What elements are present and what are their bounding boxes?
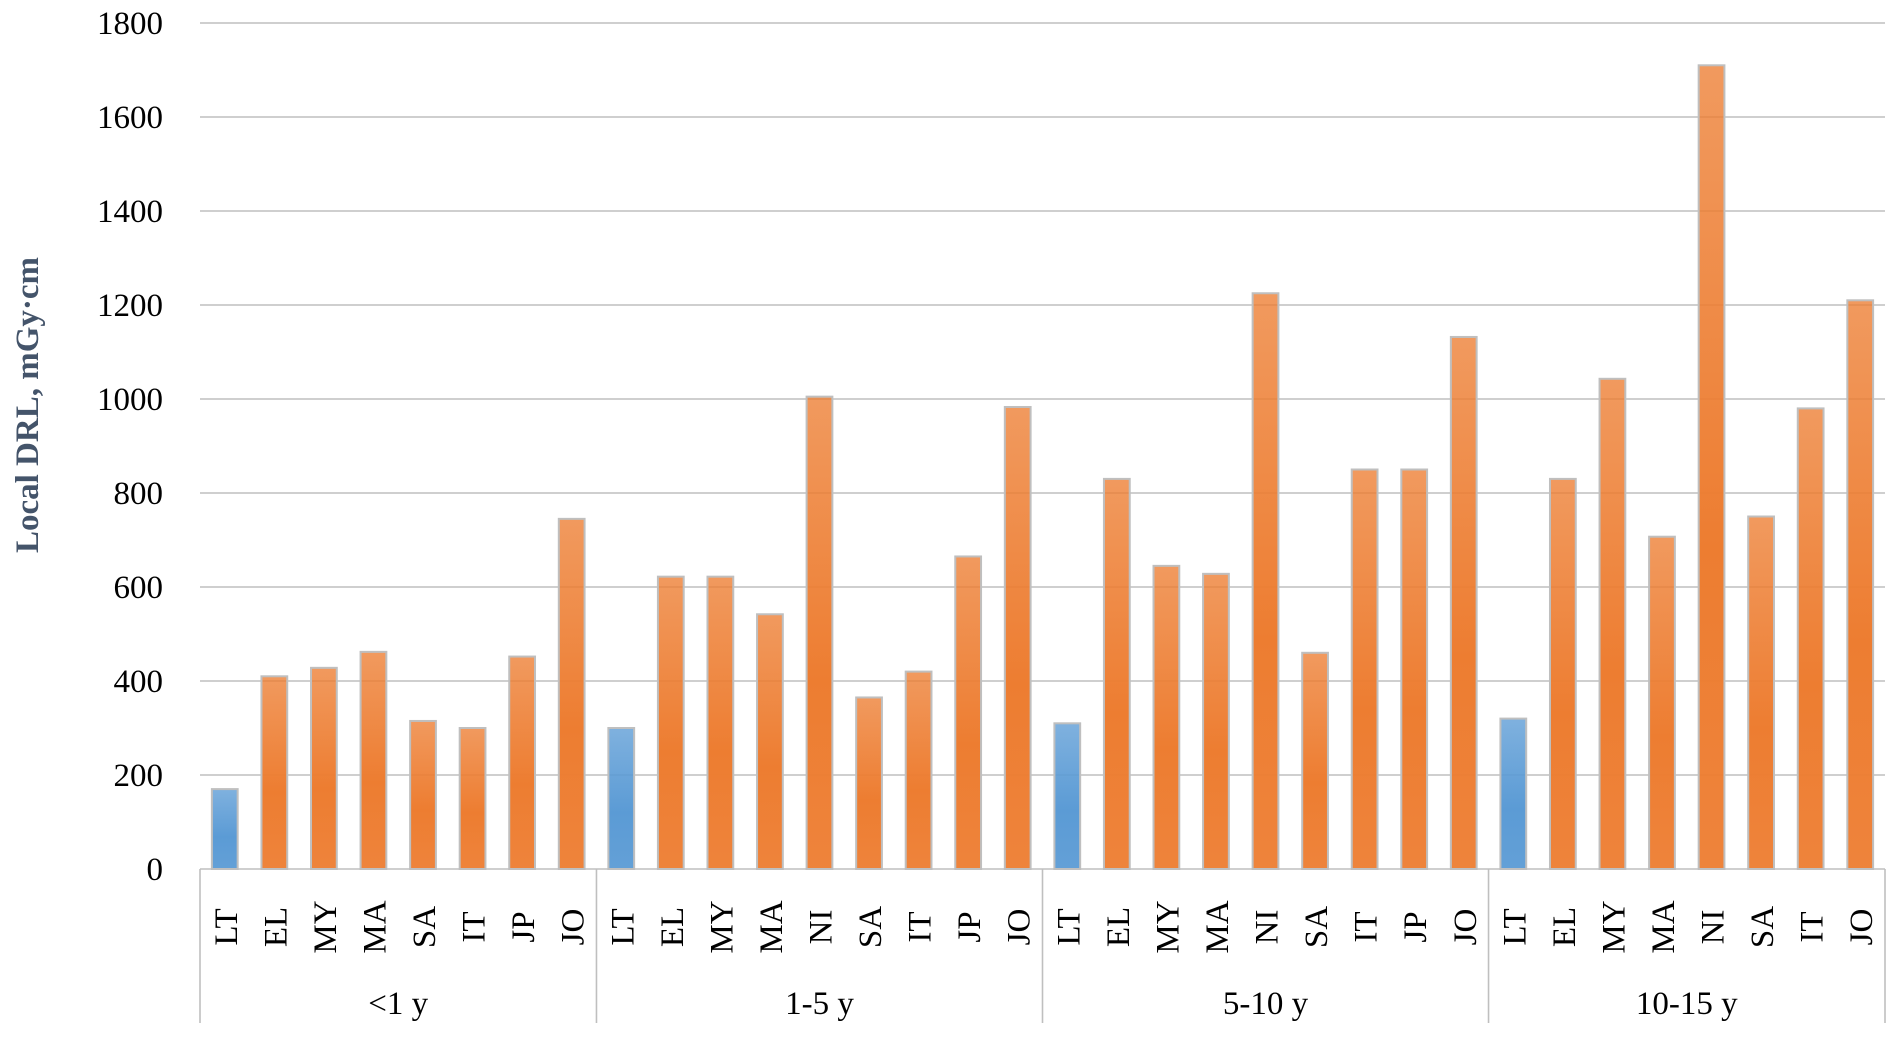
x-group-label: 5-10 y bbox=[1223, 986, 1309, 1022]
x-category-label: NI bbox=[803, 910, 839, 945]
bar bbox=[260, 675, 289, 870]
y-tick-label: 800 bbox=[114, 476, 164, 512]
bar bbox=[855, 696, 883, 871]
y-axis-label: Local DRL, mGy·cm bbox=[10, 257, 46, 553]
x-category-label: MA bbox=[1646, 900, 1682, 953]
x-group-label: 1-5 y bbox=[785, 986, 854, 1022]
bar bbox=[210, 788, 239, 870]
bar bbox=[1796, 407, 1825, 870]
x-category-label: IT bbox=[1349, 911, 1385, 942]
bar bbox=[1598, 377, 1627, 870]
x-category-label: MY bbox=[1150, 900, 1186, 953]
y-tick-label: 400 bbox=[114, 664, 164, 700]
bar bbox=[1301, 651, 1329, 870]
x-category-label: NI bbox=[1250, 910, 1286, 945]
bar bbox=[508, 655, 537, 870]
x-category-label: IT bbox=[457, 911, 493, 942]
x-category-label: LT bbox=[209, 908, 245, 945]
x-category-label: JO bbox=[556, 909, 592, 946]
x-category-label: MA bbox=[754, 900, 790, 953]
bar bbox=[1747, 515, 1775, 870]
gridlines bbox=[200, 22, 1885, 776]
y-tick-label: 600 bbox=[114, 570, 164, 606]
bar bbox=[1202, 572, 1230, 871]
x-group-label: 10-15 y bbox=[1636, 986, 1738, 1022]
x-category-label: JP bbox=[506, 911, 542, 942]
y-tick-label: 1600 bbox=[97, 100, 163, 136]
bar bbox=[1499, 717, 1528, 870]
x-category-label: SA bbox=[1745, 906, 1781, 948]
x-category-label: NI bbox=[1696, 910, 1732, 945]
x-group-label: <1 y bbox=[368, 986, 428, 1022]
bar bbox=[1003, 405, 1032, 870]
x-category-label: MY bbox=[1596, 900, 1632, 953]
bar bbox=[954, 555, 983, 870]
bar bbox=[1152, 564, 1181, 870]
x-category-label: JP bbox=[1398, 911, 1434, 942]
bar bbox=[1251, 292, 1280, 870]
bar bbox=[409, 719, 437, 871]
x-category-label: JP bbox=[952, 911, 988, 942]
bar bbox=[1102, 477, 1131, 870]
bar bbox=[656, 575, 685, 870]
x-category-label: JO bbox=[1448, 909, 1484, 946]
y-tick-label: 1000 bbox=[97, 382, 163, 418]
bar bbox=[1350, 468, 1379, 870]
y-tick-label: 0 bbox=[147, 852, 164, 888]
bars bbox=[210, 64, 1875, 871]
y-tick-label: 1800 bbox=[97, 6, 163, 42]
bar bbox=[805, 395, 834, 870]
x-category-label: EL bbox=[1101, 907, 1137, 947]
x-category-label: SA bbox=[1299, 906, 1335, 948]
bar bbox=[756, 613, 784, 871]
bar bbox=[1053, 722, 1082, 870]
bar bbox=[1449, 335, 1478, 870]
y-tick-label: 200 bbox=[114, 758, 164, 794]
bar bbox=[904, 670, 933, 870]
bar bbox=[310, 666, 338, 871]
x-category-label: MY bbox=[308, 900, 344, 953]
bar bbox=[1400, 468, 1429, 870]
x-category-label: MA bbox=[1200, 900, 1236, 953]
bar bbox=[557, 517, 586, 870]
x-category-label: EL bbox=[258, 907, 294, 947]
x-category-label: MA bbox=[357, 900, 393, 953]
bar bbox=[1648, 535, 1676, 871]
x-category-label: SA bbox=[407, 906, 443, 948]
x-category-label: IT bbox=[903, 911, 939, 942]
bar bbox=[1548, 477, 1577, 870]
bar bbox=[706, 575, 735, 870]
x-category-label: JO bbox=[1844, 909, 1880, 946]
y-tick-label: 1200 bbox=[97, 288, 163, 324]
x-category-label: LT bbox=[1497, 908, 1533, 945]
x-category-label: JO bbox=[1002, 909, 1038, 946]
x-category-label: EL bbox=[1547, 907, 1583, 947]
bar bbox=[359, 650, 388, 870]
bar bbox=[458, 727, 487, 870]
bar bbox=[607, 727, 636, 870]
axes bbox=[199, 868, 1886, 1023]
x-category-label: EL bbox=[655, 907, 691, 947]
bar bbox=[1846, 299, 1875, 870]
x-category-label: LT bbox=[1051, 908, 1087, 945]
bar bbox=[1697, 64, 1726, 871]
y-tick-label: 1400 bbox=[97, 194, 163, 230]
x-category-label: IT bbox=[1795, 911, 1831, 942]
x-category-label: LT bbox=[605, 908, 641, 945]
x-category-label: SA bbox=[853, 906, 889, 948]
x-category-label: MY bbox=[704, 900, 740, 953]
